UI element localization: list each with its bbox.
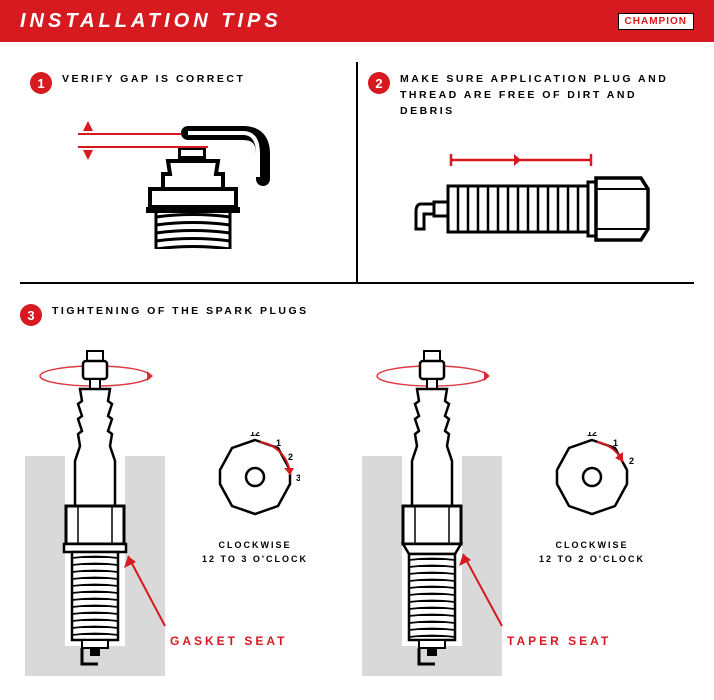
- step-1-cell: 1 VERIFY GAP IS CORRECT: [20, 62, 358, 282]
- step-2-text: MAKE SURE APPLICATION PLUG AND THREAD AR…: [400, 72, 684, 119]
- step-1-text: VERIFY GAP IS CORRECT: [62, 72, 245, 88]
- step-3-head: 3 TIGHTENING OF THE SPARK PLUGS: [20, 304, 694, 326]
- step-2-number: 2: [368, 72, 390, 94]
- gasket-plug: [20, 346, 170, 676]
- caption-r2: 12 TO 2 O'CLOCK: [539, 554, 645, 564]
- step-1-number: 1: [30, 72, 52, 94]
- brand-badge: CHAMPION: [618, 13, 694, 30]
- step-2-cell: 2 MAKE SURE APPLICATION PLUG AND THREAD …: [358, 62, 694, 282]
- top-row: 1 VERIFY GAP IS CORRECT: [20, 62, 694, 282]
- thread-diagram-svg: [386, 134, 666, 264]
- step-2-diagram: [368, 119, 684, 279]
- gasket-dial-caption: CLOCKWISE 12 TO 3 O'CLOCK: [190, 539, 320, 566]
- gasket-dial: 12 1 2 3 CLOCKWISE 12 TO 3 O'CLOCK: [190, 432, 320, 566]
- gasket-dial-svg: 12 1 2 3: [210, 432, 300, 522]
- plugs-row: 12 1 2 3 CLOCKWISE 12 TO 3 O'CLOCK GASKE…: [20, 336, 694, 676]
- svg-text:2: 2: [288, 452, 293, 462]
- taper-dial-caption: CLOCKWISE 12 TO 2 O'CLOCK: [527, 539, 657, 566]
- top-section: 1 VERIFY GAP IS CORRECT: [0, 42, 714, 282]
- taper-plug-svg: [357, 346, 507, 676]
- page-title: INSTALLATION TIPS: [20, 10, 282, 33]
- svg-text:1: 1: [613, 438, 618, 448]
- gasket-seat-label: GASKET SEAT: [170, 634, 287, 648]
- caption-r1: CLOCKWISE: [556, 540, 629, 550]
- gap-diagram-svg: [58, 99, 318, 249]
- svg-text:1: 1: [276, 438, 281, 448]
- step-2-head: 2 MAKE SURE APPLICATION PLUG AND THREAD …: [368, 72, 684, 119]
- taper-column: 12 1 2 CLOCKWISE 12 TO 2 O'CLOCK TAPER S…: [357, 336, 694, 676]
- gasket-plug-svg: [20, 346, 170, 676]
- header-bar: INSTALLATION TIPS CHAMPION: [0, 0, 714, 42]
- caption-l1: CLOCKWISE: [219, 540, 292, 550]
- svg-text:3: 3: [296, 473, 300, 483]
- svg-text:12: 12: [250, 432, 260, 438]
- taper-seat-label: TAPER SEAT: [507, 634, 611, 648]
- step-3-number: 3: [20, 304, 42, 326]
- svg-text:12: 12: [587, 432, 597, 438]
- taper-plug: [357, 346, 507, 676]
- step-3-text: TIGHTENING OF THE SPARK PLUGS: [52, 304, 309, 320]
- taper-dial: 12 1 2 CLOCKWISE 12 TO 2 O'CLOCK: [527, 432, 657, 566]
- bottom-section: 3 TIGHTENING OF THE SPARK PLUGS: [0, 284, 714, 676]
- step-1-diagram: [30, 94, 346, 254]
- step-1-head: 1 VERIFY GAP IS CORRECT: [30, 72, 346, 94]
- svg-text:2: 2: [629, 456, 634, 466]
- taper-dial-svg: 12 1 2: [547, 432, 637, 522]
- caption-l2: 12 TO 3 O'CLOCK: [202, 554, 308, 564]
- gasket-column: 12 1 2 3 CLOCKWISE 12 TO 3 O'CLOCK GASKE…: [20, 336, 357, 676]
